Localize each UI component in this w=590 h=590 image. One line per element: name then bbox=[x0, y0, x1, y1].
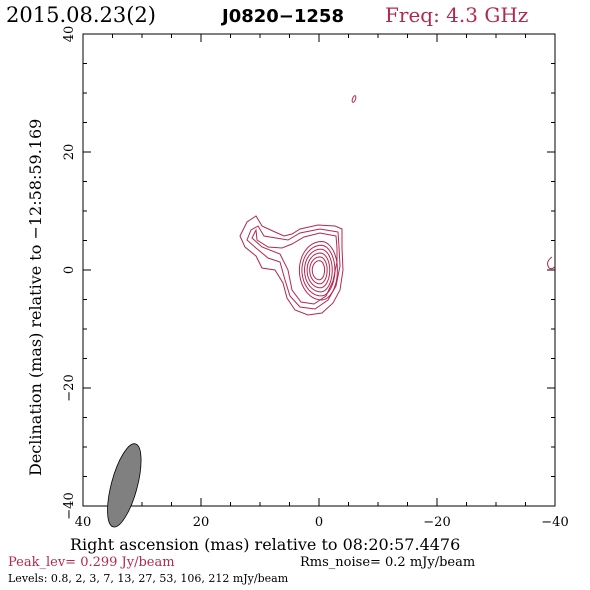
noise-contour bbox=[547, 256, 556, 270]
x-tick-label: −20 bbox=[423, 515, 450, 530]
contour-level bbox=[306, 252, 331, 289]
plot-frame bbox=[82, 33, 556, 507]
x-tick-label: −40 bbox=[541, 515, 568, 530]
y-tick-label: 40 bbox=[62, 26, 77, 43]
contour-level-outer bbox=[246, 225, 341, 310]
noise-contour bbox=[351, 95, 357, 103]
contour-levels: Levels: 0.8, 2, 3, 7, 13, 27, 53, 106, 2… bbox=[8, 572, 289, 585]
contour-level bbox=[298, 240, 338, 301]
contour-level-outer bbox=[251, 228, 338, 305]
observation-date: 2015.08.23(2) bbox=[6, 3, 156, 27]
peak-level: Peak_lev= 0.299 Jy/beam bbox=[8, 555, 175, 570]
contour-level-outer bbox=[239, 215, 344, 316]
rms-noise: Rms_noise= 0.2 mJy/beam bbox=[300, 555, 475, 570]
y-tick-label: −20 bbox=[62, 374, 77, 401]
y-axis-label: Declination (mas) relative to −12:58:59.… bbox=[26, 119, 45, 476]
x-axis-label: Right ascension (mas) relative to 08:20:… bbox=[70, 535, 460, 554]
y-tick-label: −40 bbox=[62, 492, 77, 519]
x-tick-label: 40 bbox=[75, 515, 92, 530]
contour-level bbox=[309, 256, 328, 285]
tick-labels: 40 20 0 −20 −40 −40 −20 0 20 40 bbox=[62, 26, 569, 530]
axis-ticks bbox=[82, 33, 556, 507]
contour-level bbox=[303, 248, 333, 293]
contour-lines bbox=[239, 95, 556, 316]
x-tick-label: 0 bbox=[315, 515, 323, 530]
x-tick-label: 20 bbox=[193, 515, 210, 530]
frequency-label: Freq: 4.3 GHz bbox=[385, 3, 528, 27]
source-name: J0820−1258 bbox=[220, 6, 344, 27]
y-tick-label: 0 bbox=[62, 266, 77, 274]
y-tick-label: 20 bbox=[62, 144, 77, 161]
beam-ellipse bbox=[107, 443, 142, 528]
contour-level bbox=[311, 260, 326, 281]
